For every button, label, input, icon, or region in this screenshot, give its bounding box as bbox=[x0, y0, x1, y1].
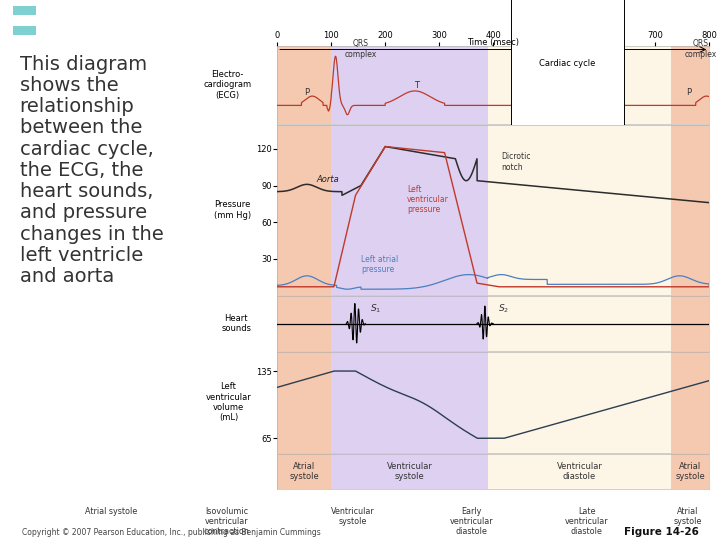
Bar bbox=[13, 6, 36, 15]
Bar bbox=[331, 454, 488, 489]
Text: Atrial
systole: Atrial systole bbox=[673, 507, 702, 526]
Bar bbox=[13, 26, 36, 35]
Text: P: P bbox=[686, 88, 691, 97]
Text: QRS
complex: QRS complex bbox=[685, 39, 717, 59]
Bar bbox=[277, 454, 331, 489]
Text: Wiggers Diagram: Wiggers Diagram bbox=[49, 10, 253, 30]
Text: Left
ventricular
pressure: Left ventricular pressure bbox=[407, 185, 449, 214]
Bar bbox=[672, 352, 709, 453]
Bar bbox=[331, 46, 488, 124]
Text: Atrial
systole: Atrial systole bbox=[289, 462, 319, 481]
Text: Late
ventricular
diastole: Late ventricular diastole bbox=[565, 507, 608, 536]
Text: Figure 14-26: Figure 14-26 bbox=[624, 528, 698, 537]
Bar bbox=[488, 296, 672, 350]
Text: Cardiac cycle: Cardiac cycle bbox=[539, 59, 595, 68]
Text: Ventricular
diastole: Ventricular diastole bbox=[557, 462, 603, 481]
Text: T: T bbox=[414, 81, 419, 90]
Bar bbox=[672, 46, 709, 124]
Bar bbox=[277, 296, 331, 350]
Text: Isovolumic
ventricular
contraction: Isovolumic ventricular contraction bbox=[204, 507, 250, 536]
Text: P: P bbox=[305, 88, 310, 97]
Text: $S_2$: $S_2$ bbox=[498, 302, 508, 315]
Text: Electro-
cardiogram
(ECG): Electro- cardiogram (ECG) bbox=[203, 70, 251, 99]
Text: Ventricular
systole: Ventricular systole bbox=[331, 507, 374, 526]
Bar bbox=[488, 454, 672, 489]
Bar bbox=[277, 352, 331, 453]
Text: Left
ventricular
volume
(mL): Left ventricular volume (mL) bbox=[205, 382, 251, 422]
Text: Early
ventricular
diastole: Early ventricular diastole bbox=[450, 507, 493, 536]
Bar bbox=[672, 296, 709, 350]
Text: Atrial
systole: Atrial systole bbox=[675, 462, 705, 481]
Text: QRS
complex: QRS complex bbox=[345, 39, 377, 59]
Bar bbox=[331, 125, 488, 295]
Bar bbox=[277, 125, 331, 295]
Bar bbox=[331, 352, 488, 453]
Text: Left atrial
pressure: Left atrial pressure bbox=[361, 255, 398, 274]
Text: This diagram
shows the
relationship
between the
cardiac cycle,
the ECG, the
hear: This diagram shows the relationship betw… bbox=[19, 55, 163, 286]
Text: Time (msec): Time (msec) bbox=[467, 38, 519, 48]
Bar bbox=[672, 454, 709, 489]
Text: Ventricular
systole: Ventricular systole bbox=[387, 462, 433, 481]
Bar bbox=[277, 46, 331, 124]
Bar bbox=[331, 296, 488, 350]
Bar bbox=[488, 352, 672, 453]
Bar bbox=[488, 46, 672, 124]
FancyBboxPatch shape bbox=[511, 0, 624, 152]
Bar bbox=[672, 125, 709, 295]
Text: Pressure
(mm Hg): Pressure (mm Hg) bbox=[214, 200, 251, 220]
Bar bbox=[488, 125, 672, 295]
Text: Atrial systole: Atrial systole bbox=[86, 507, 138, 516]
Bar bbox=[13, 16, 36, 25]
Text: $S_1$: $S_1$ bbox=[370, 302, 382, 315]
Text: Aorta: Aorta bbox=[316, 175, 339, 184]
Text: Dicrotic
notch: Dicrotic notch bbox=[501, 152, 531, 172]
Text: Heart
sounds: Heart sounds bbox=[221, 314, 251, 333]
Text: Copyright © 2007 Pearson Education, Inc., publishing as Benjamin Cummings: Copyright © 2007 Pearson Education, Inc.… bbox=[22, 529, 320, 537]
